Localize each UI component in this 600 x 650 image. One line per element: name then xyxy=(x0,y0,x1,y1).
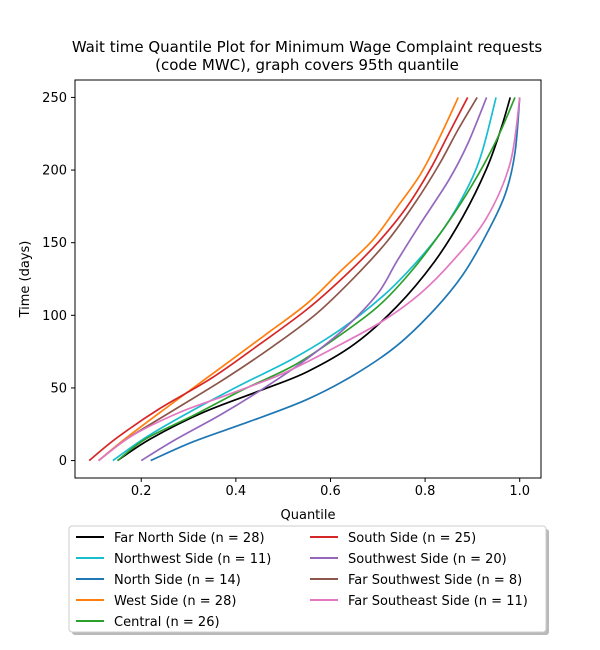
chart-title-line-1: Wait time Quantile Plot for Minimum Wage… xyxy=(72,38,543,56)
x-tick-label: 0.2 xyxy=(131,484,152,499)
x-tick-label: 1.0 xyxy=(509,484,530,499)
series-line-3 xyxy=(150,97,521,462)
y-tick-label: 150 xyxy=(42,236,67,251)
series-line-6 xyxy=(88,97,469,462)
y-tick-label: 50 xyxy=(50,381,67,396)
series-line-5 xyxy=(117,97,516,462)
legend-label: Far North Side (n = 28) xyxy=(114,531,265,546)
legend-label: Far Southwest Side (n = 8) xyxy=(348,573,522,588)
x-tick-label: 0.8 xyxy=(415,484,436,499)
plot-frame xyxy=(74,79,542,479)
legend: Far North Side (n = 28) Northwest Side (n… xyxy=(68,525,549,635)
y-tick-label: 250 xyxy=(42,91,67,106)
series-line-1 xyxy=(117,97,512,462)
legend-frame xyxy=(68,525,547,633)
legend-label: North Side (n = 14) xyxy=(114,573,241,588)
series-line-9 xyxy=(98,97,521,462)
y-tick-label: 100 xyxy=(42,309,67,324)
y-axis-label: Time (days) xyxy=(18,241,33,319)
y-tick-label: 200 xyxy=(42,164,67,179)
x-tick-label: 0.4 xyxy=(226,484,247,499)
y-axis-ticks: 0 50 100 150 200 250 xyxy=(42,91,75,469)
x-tick-label: 0.6 xyxy=(320,484,341,499)
series-line-8 xyxy=(98,96,478,462)
legend-label: Far Southeast Side (n = 11) xyxy=(348,594,528,609)
series-line-4 xyxy=(98,97,459,462)
legend-label: Northwest Side (n = 11) xyxy=(114,552,271,567)
legend-label: Central (n = 26) xyxy=(114,615,220,630)
legend-label: West Side (n = 28) xyxy=(114,594,236,609)
x-axis-label: Quantile xyxy=(281,508,336,523)
series-layer xyxy=(88,96,521,462)
series-line-2 xyxy=(112,97,497,462)
y-tick-label: 0 xyxy=(59,454,67,469)
legend-label: Southwest Side (n = 20) xyxy=(348,552,507,567)
chart-title-line-2: (code MWC), graph covers 95th quantile xyxy=(155,56,459,74)
series-line-7 xyxy=(140,97,488,462)
x-axis-ticks: 0.2 0.4 0.6 0.8 1.0 xyxy=(131,478,530,499)
legend-label: South Side (n = 25) xyxy=(348,531,476,546)
